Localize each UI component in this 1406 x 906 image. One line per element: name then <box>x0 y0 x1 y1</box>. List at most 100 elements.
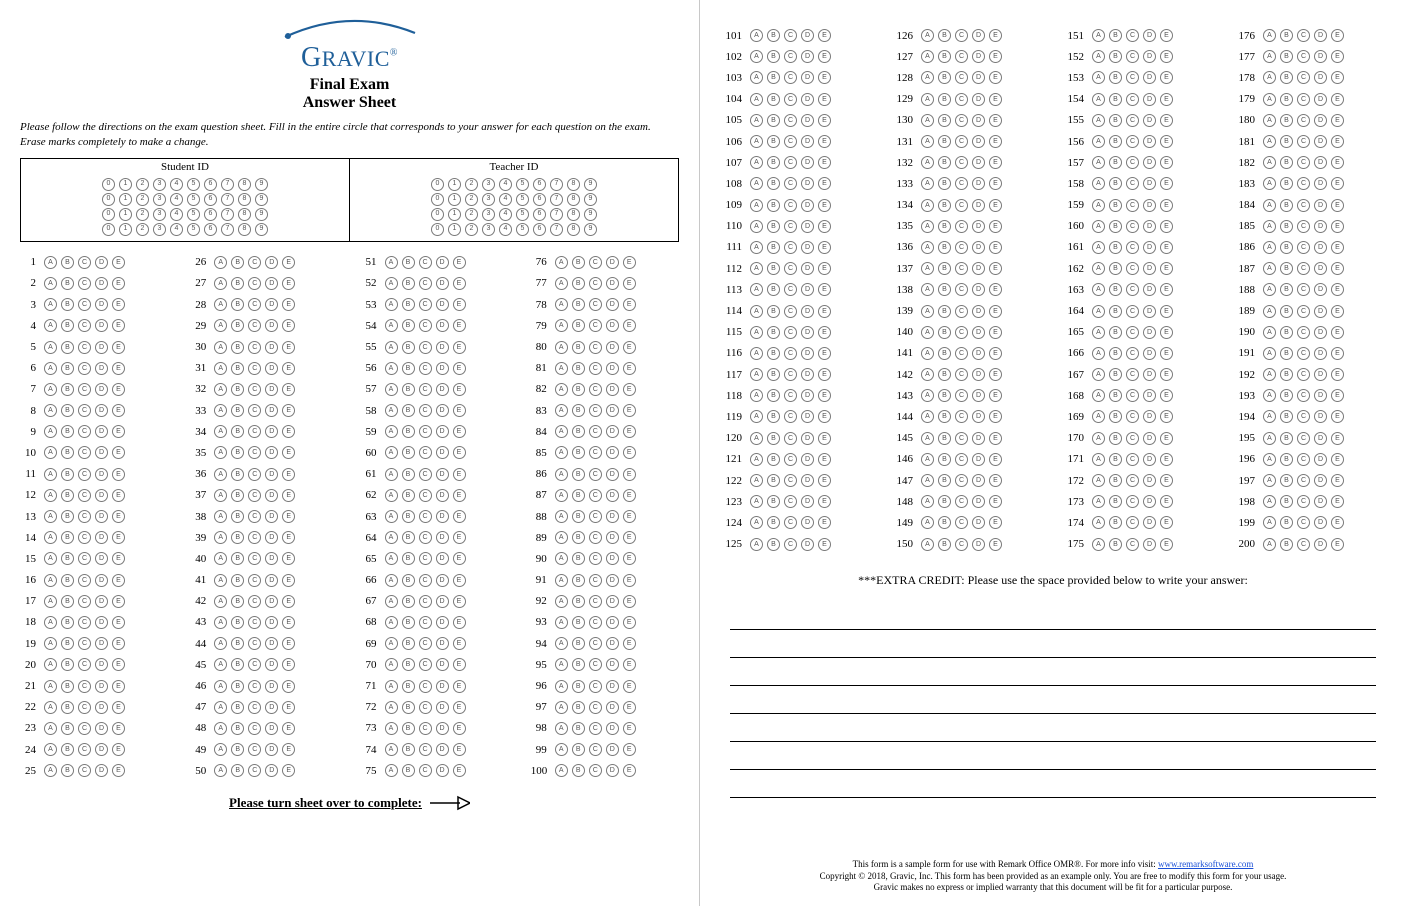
answer-bubble-c[interactable]: C <box>784 305 797 318</box>
answer-bubble-b[interactable]: B <box>402 425 415 438</box>
answer-bubble-d[interactable]: D <box>972 114 985 127</box>
answer-bubble-b[interactable]: B <box>938 538 951 551</box>
answer-bubble-e[interactable]: E <box>818 495 831 508</box>
answer-bubble-b[interactable]: B <box>61 468 74 481</box>
answer-bubble-b[interactable]: B <box>1109 453 1122 466</box>
answer-bubble-c[interactable]: C <box>248 510 261 523</box>
answer-bubble-a[interactable]: A <box>44 489 57 502</box>
answer-bubble-c[interactable]: C <box>784 241 797 254</box>
answer-bubble-c[interactable]: C <box>784 347 797 360</box>
answer-bubble-b[interactable]: B <box>402 764 415 777</box>
answer-bubble-d[interactable]: D <box>1143 177 1156 190</box>
answer-bubble-c[interactable]: C <box>784 283 797 296</box>
answer-bubble-a[interactable]: A <box>214 446 227 459</box>
answer-bubble-a[interactable]: A <box>555 531 568 544</box>
answer-bubble-a[interactable]: A <box>1263 410 1276 423</box>
answer-bubble-a[interactable]: A <box>385 680 398 693</box>
answer-bubble-e[interactable]: E <box>989 156 1002 169</box>
answer-bubble-d[interactable]: D <box>1143 538 1156 551</box>
answer-bubble-e[interactable]: E <box>112 680 125 693</box>
answer-bubble-d[interactable]: D <box>265 319 278 332</box>
answer-bubble-b[interactable]: B <box>231 552 244 565</box>
answer-bubble-a[interactable]: A <box>385 637 398 650</box>
answer-bubble-d[interactable]: D <box>972 347 985 360</box>
answer-bubble-c[interactable]: C <box>589 595 602 608</box>
answer-bubble-a[interactable]: A <box>385 446 398 459</box>
answer-bubble-c[interactable]: C <box>419 383 432 396</box>
answer-bubble-d[interactable]: D <box>606 658 619 671</box>
answer-bubble-a[interactable]: A <box>44 256 57 269</box>
answer-bubble-c[interactable]: C <box>419 489 432 502</box>
answer-bubble-a[interactable]: A <box>1092 516 1105 529</box>
answer-bubble-e[interactable]: E <box>989 347 1002 360</box>
answer-bubble-d[interactable]: D <box>801 262 814 275</box>
answer-bubble-c[interactable]: C <box>784 93 797 106</box>
answer-bubble-b[interactable]: B <box>1280 474 1293 487</box>
answer-bubble-c[interactable]: C <box>1297 50 1310 63</box>
answer-bubble-b[interactable]: B <box>767 516 780 529</box>
answer-bubble-d[interactable]: D <box>1143 410 1156 423</box>
answer-bubble-b[interactable]: B <box>938 432 951 445</box>
answer-bubble-c[interactable]: C <box>78 446 91 459</box>
answer-bubble-c[interactable]: C <box>78 277 91 290</box>
answer-bubble-b[interactable]: B <box>61 552 74 565</box>
answer-bubble-a[interactable]: A <box>1092 389 1105 402</box>
answer-bubble-d[interactable]: D <box>801 432 814 445</box>
answer-bubble-b[interactable]: B <box>767 495 780 508</box>
answer-bubble-a[interactable]: A <box>921 93 934 106</box>
answer-bubble-e[interactable]: E <box>453 722 466 735</box>
answer-bubble-d[interactable]: D <box>972 71 985 84</box>
answer-bubble-b[interactable]: B <box>572 446 585 459</box>
answer-bubble-b[interactable]: B <box>767 71 780 84</box>
answer-bubble-a[interactable]: A <box>1092 241 1105 254</box>
answer-bubble-a[interactable]: A <box>555 341 568 354</box>
answer-bubble-a[interactable]: A <box>44 531 57 544</box>
answer-bubble-e[interactable]: E <box>989 368 1002 381</box>
answer-bubble-b[interactable]: B <box>231 256 244 269</box>
answer-bubble-d[interactable]: D <box>265 404 278 417</box>
answer-bubble-a[interactable]: A <box>750 177 763 190</box>
answer-bubble-e[interactable]: E <box>282 616 295 629</box>
answer-bubble-a[interactable]: A <box>214 531 227 544</box>
answer-bubble-c[interactable]: C <box>1297 177 1310 190</box>
answer-bubble-c[interactable]: C <box>955 516 968 529</box>
answer-bubble-d[interactable]: D <box>265 362 278 375</box>
answer-bubble-a[interactable]: A <box>555 277 568 290</box>
id-bubble[interactable]: 6 <box>533 193 546 206</box>
answer-bubble-d[interactable]: D <box>606 256 619 269</box>
answer-bubble-e[interactable]: E <box>1331 135 1344 148</box>
answer-bubble-a[interactable]: A <box>214 616 227 629</box>
answer-bubble-d[interactable]: D <box>95 298 108 311</box>
answer-bubble-e[interactable]: E <box>818 199 831 212</box>
answer-bubble-b[interactable]: B <box>1109 516 1122 529</box>
answer-bubble-e[interactable]: E <box>989 326 1002 339</box>
answer-bubble-a[interactable]: A <box>385 489 398 502</box>
answer-bubble-e[interactable]: E <box>1331 283 1344 296</box>
id-bubble[interactable]: 0 <box>431 178 444 191</box>
answer-bubble-b[interactable]: B <box>572 574 585 587</box>
answer-bubble-a[interactable]: A <box>1092 368 1105 381</box>
answer-bubble-a[interactable]: A <box>750 368 763 381</box>
answer-bubble-d[interactable]: D <box>606 743 619 756</box>
answer-bubble-c[interactable]: C <box>1297 538 1310 551</box>
answer-bubble-c[interactable]: C <box>589 616 602 629</box>
answer-bubble-a[interactable]: A <box>555 404 568 417</box>
answer-bubble-c[interactable]: C <box>589 446 602 459</box>
answer-bubble-e[interactable]: E <box>1160 50 1173 63</box>
answer-bubble-d[interactable]: D <box>1314 283 1327 296</box>
answer-bubble-c[interactable]: C <box>78 468 91 481</box>
answer-bubble-b[interactable]: B <box>767 241 780 254</box>
answer-bubble-a[interactable]: A <box>385 722 398 735</box>
answer-bubble-a[interactable]: A <box>214 277 227 290</box>
answer-bubble-b[interactable]: B <box>1109 495 1122 508</box>
id-bubble[interactable]: 7 <box>550 223 563 236</box>
answer-bubble-b[interactable]: B <box>1109 71 1122 84</box>
answer-bubble-a[interactable]: A <box>1263 135 1276 148</box>
answer-bubble-d[interactable]: D <box>1314 453 1327 466</box>
answer-bubble-c[interactable]: C <box>248 404 261 417</box>
answer-bubble-b[interactable]: B <box>231 510 244 523</box>
answer-bubble-e[interactable]: E <box>112 446 125 459</box>
answer-bubble-e[interactable]: E <box>453 658 466 671</box>
answer-bubble-d[interactable]: D <box>606 383 619 396</box>
answer-bubble-b[interactable]: B <box>1280 283 1293 296</box>
